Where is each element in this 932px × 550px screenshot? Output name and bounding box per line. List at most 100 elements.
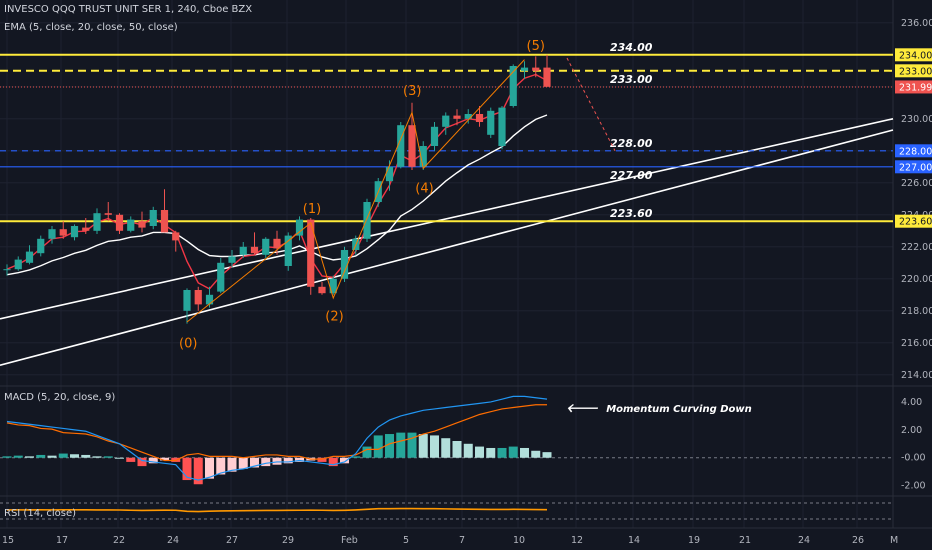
level-label-4: 223.60 (610, 207, 653, 220)
macd-hist-bar-6 (70, 454, 79, 458)
price-badge-4: 227.00 (899, 162, 932, 173)
price-tick-11: 214.00 (901, 370, 932, 381)
rising-trendline (0, 129, 894, 366)
macd-hist-bar-7 (81, 454, 91, 458)
price-badge-1: 233.00 (899, 66, 932, 77)
candle-body-28 (318, 286, 326, 294)
candle-body-42 (475, 114, 484, 122)
candle-27 (307, 218, 315, 295)
price-tick-0: 236.00 (901, 18, 932, 29)
macd-tick-3: -2.00 (901, 481, 926, 492)
candle-body-16 (183, 290, 191, 311)
candle-body-26 (295, 219, 304, 236)
candle-26 (295, 216, 304, 241)
macd-hist-bar-42 (475, 446, 484, 458)
candle-body-48 (543, 67, 551, 87)
time-tick-1: 17 (56, 535, 68, 546)
macd-hist-bar-47 (531, 450, 541, 458)
candle-body-25 (284, 235, 292, 266)
macd-tick-0: 4.00 (901, 397, 922, 408)
candle-body-46 (520, 67, 529, 71)
macd-hist-bar-26 (295, 457, 304, 462)
price-tick-5: 226.00 (901, 178, 932, 189)
time-tick-6: Feb (341, 535, 358, 546)
macd-tick-1: 2.00 (901, 425, 922, 436)
candle-body-38 (430, 126, 439, 146)
macd-hist-bar-39 (441, 438, 451, 458)
arrow-left-icon: 🡐 (566, 401, 599, 415)
candle-40 (453, 109, 461, 126)
candle-20 (228, 250, 236, 268)
candle-body-12 (138, 221, 146, 228)
candle-body-14 (160, 210, 169, 233)
macd-hist-bar-37 (418, 434, 428, 458)
candle-21 (239, 242, 247, 258)
macd-hist-bar-9 (103, 456, 113, 458)
candle-38 (430, 122, 439, 151)
candle-body-10 (115, 214, 124, 231)
candle-body-8 (93, 213, 101, 231)
macd-hist-bar-34 (385, 434, 394, 458)
price-badge-bg-0 (895, 48, 932, 62)
time-tick-2: 22 (113, 535, 125, 546)
candle-7 (82, 218, 90, 234)
level-label-0: 234.00 (610, 41, 653, 54)
macd-hist-bar-11 (126, 457, 136, 462)
candle-11 (127, 216, 135, 233)
macd-hist-bar-33 (373, 435, 383, 458)
wave-path (186, 59, 525, 323)
candle-2 (25, 245, 34, 265)
projection-line (566, 57, 616, 152)
candle-body-17 (194, 290, 202, 305)
candle-body-1 (14, 259, 22, 270)
time-tick-10: 12 (571, 535, 583, 546)
price-tick-8: 220.00 (901, 274, 932, 285)
macd-hist-bar-5 (58, 453, 68, 458)
candle-body-20 (228, 256, 236, 263)
macd-hist-bar-41 (463, 443, 473, 458)
candle-22 (250, 232, 259, 255)
macd-hist-bar-4 (47, 455, 57, 458)
wave-label-2: (2) (325, 309, 343, 324)
macd-pane (0, 395, 893, 485)
momentum-annotation: 🡐 Momentum Curving Down (566, 400, 752, 415)
macd-hist-bar-30 (340, 457, 349, 464)
candle-16 (183, 288, 191, 324)
macd-hist-bar-28 (317, 457, 327, 462)
rsi-legend: RSI (14, close) (4, 508, 77, 519)
candle-43 (487, 107, 495, 138)
candle-body-32 (363, 202, 371, 239)
rsi-line (6, 507, 548, 513)
price-badge-2: 231.99 (899, 82, 932, 93)
candle-5 (59, 221, 67, 239)
candle-body-41 (464, 114, 472, 119)
candle-39 (442, 112, 450, 135)
candle-29 (329, 275, 337, 295)
wave-label-5: (5) (527, 39, 545, 54)
macd-hist-bar-19 (216, 457, 226, 475)
macd-hist-bar-2 (25, 456, 34, 458)
wave-label-4: (4) (415, 181, 433, 196)
ema-legend: EMA (5, close, 20, close, 50, close) (4, 22, 178, 33)
candle-body-24 (273, 238, 281, 249)
time-tick-0: 15 (2, 535, 14, 546)
price-tick-3: 230.00 (901, 114, 932, 125)
level-label-1: 233.00 (610, 73, 653, 86)
price-tick-9: 218.00 (901, 306, 932, 317)
time-tick-7: 5 (403, 535, 409, 546)
candle-body-44 (498, 107, 506, 146)
macd-hist-bar-23 (261, 457, 271, 467)
candle-body-27 (307, 219, 315, 287)
candle-47 (532, 56, 540, 78)
candle-body-0 (3, 269, 11, 271)
candle-body-47 (532, 67, 540, 71)
candle-body-3 (37, 238, 45, 254)
price-badge-bg-4 (895, 160, 932, 174)
candle-body-7 (82, 227, 90, 231)
symbol-title: INVESCO QQQ TRUST UNIT SER 1, 240, Cboe … (4, 4, 253, 15)
macd-line (6, 395, 548, 481)
level-label-3: 227.00 (610, 169, 653, 182)
macd-hist-bar-22 (250, 457, 259, 468)
macd-hist-bar-21 (238, 457, 248, 469)
